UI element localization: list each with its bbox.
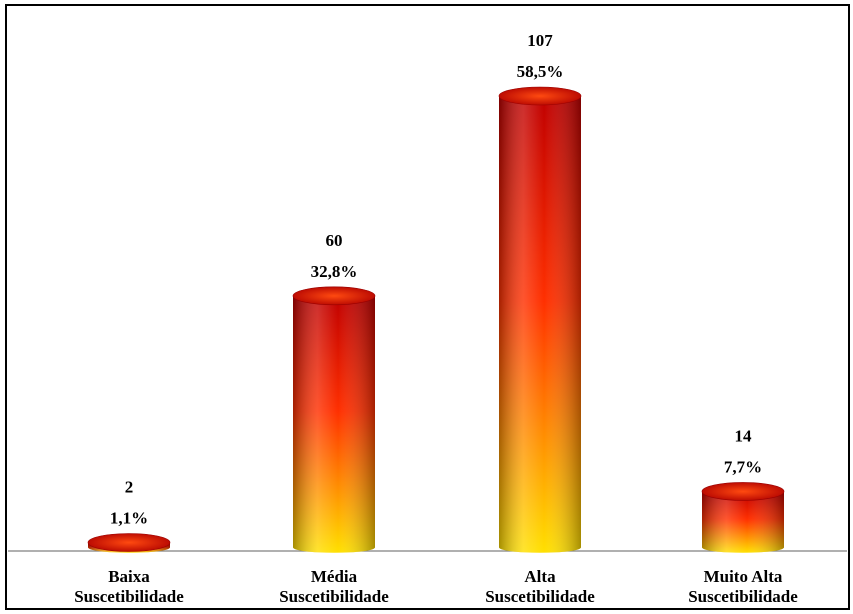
bar-cap [701, 482, 785, 501]
bars-group [8, 86, 847, 553]
percent-label: 1,1% [110, 508, 148, 527]
bar-shade [499, 96, 581, 553]
bar-3 [498, 86, 582, 553]
percent-label: 32,8% [311, 262, 358, 281]
bar-cap [87, 533, 171, 552]
value-label: 2 [125, 477, 134, 496]
percent-label: 7,7% [724, 457, 762, 476]
bar-1 [87, 533, 171, 553]
bar-cap [498, 86, 582, 106]
value-label: 107 [527, 31, 553, 50]
value-label: 60 [326, 231, 343, 250]
bar-2 [292, 286, 376, 553]
category-label: Suscetibilidade [74, 587, 184, 606]
category-label: Baixa [108, 567, 150, 586]
category-label: Suscetibilidade [485, 587, 595, 606]
value-label: 14 [735, 426, 753, 445]
category-label: Suscetibilidade [279, 587, 389, 606]
percent-label: 58,5% [517, 62, 564, 81]
category-label: Média [311, 567, 358, 586]
category-label: Alta [524, 567, 556, 586]
category-label: Muito Alta [704, 567, 783, 586]
bar-shade [293, 295, 375, 553]
category-label: Suscetibilidade [688, 587, 798, 606]
bar-cap [292, 286, 376, 306]
labels-group: 21,1%BaixaSuscetibilidade6032,8%MédiaSus… [74, 31, 798, 606]
bar-4 [701, 482, 785, 553]
bar-shade [702, 491, 784, 553]
